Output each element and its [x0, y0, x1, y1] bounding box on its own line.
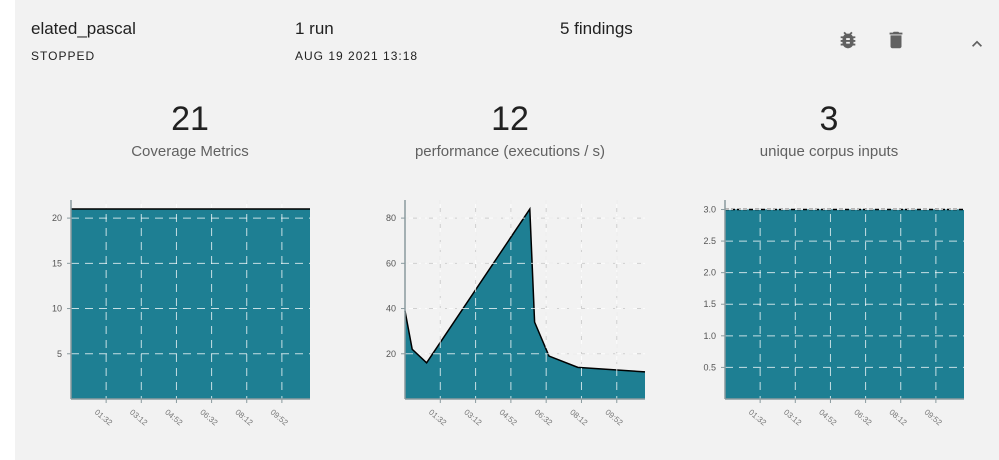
chevron-up-icon[interactable]: [967, 34, 987, 59]
y-tick-label: 20: [52, 213, 62, 223]
x-tick-label: 01:32: [93, 408, 115, 428]
x-tick-label: 08:12: [568, 408, 590, 428]
y-tick-label: 10: [52, 304, 62, 314]
x-tick-label: 09:52: [923, 408, 945, 428]
series-line: [404, 206, 646, 373]
x-tick-label: 01:32: [427, 408, 449, 428]
x-tick-label: 06:32: [533, 408, 555, 428]
corpus-label: unique corpus inputs: [759, 143, 899, 160]
series-area: [405, 209, 645, 399]
x-tick-label: 09:52: [269, 408, 291, 428]
y-tick-label: 60: [386, 258, 396, 268]
performance-label: performance (executions / s): [414, 143, 606, 160]
x-tick-label: 03:12: [128, 408, 150, 428]
performance-value: 12: [491, 100, 529, 138]
y-tick-label: 2.0: [703, 268, 716, 278]
x-tick-label: 06:32: [198, 408, 220, 428]
job-name: elated_pascal: [31, 19, 136, 38]
x-tick-label: 03:12: [782, 408, 804, 428]
findings-count[interactable]: 5 findings: [560, 19, 633, 38]
series-area: [71, 209, 310, 399]
y-tick-label: 20: [386, 349, 396, 359]
x-tick-label: 04:52: [817, 408, 839, 428]
x-tick-label: 08:12: [233, 408, 255, 428]
coverage-label: Coverage Metrics: [131, 143, 249, 160]
y-tick-label: 40: [386, 304, 396, 314]
corpus-value: 3: [819, 100, 839, 138]
coverage-value: 21: [171, 100, 209, 138]
x-tick-label: 08:12: [887, 408, 909, 428]
y-tick-label: 2.5: [703, 236, 716, 246]
performance-chart: 20 40 60 80 01:32 03:12 04:52 06:32 08:12 09:52: [386, 200, 646, 428]
y-tick-label: 80: [386, 213, 396, 223]
corpus-chart: 0.5 1.0 1.5 2.0 2.5 3.0 01:32 03:12 04:52 06:32 08…: [703, 200, 964, 428]
y-tick-label: 0.5: [703, 362, 716, 372]
bug-icon[interactable]: [837, 29, 859, 56]
y-tick-label: 15: [52, 258, 62, 268]
y-tick-label: 1.0: [703, 331, 716, 341]
job-status: STOPPED: [31, 49, 96, 63]
job-date: AUG 19 2021 13:18: [295, 49, 419, 63]
run-count: 1 run: [295, 19, 334, 38]
y-tick-label: 3.0: [703, 204, 716, 214]
x-tick-label: 06:32: [852, 408, 874, 428]
trash-icon[interactable]: [885, 29, 907, 56]
x-tick-label: 04:52: [498, 408, 520, 428]
x-tick-label: 03:12: [462, 408, 484, 428]
x-tick-label: 04:52: [163, 408, 185, 428]
x-tick-label: 01:32: [747, 408, 769, 428]
fuzz-job-card: elated_pascal STOPPED 1 run AUG 19 2021 …: [15, 0, 999, 460]
coverage-chart: 5 10 15 20 01:32 03:12 04:52 06:32 08:12 09:52: [52, 200, 310, 428]
y-tick-label: 5: [57, 349, 62, 359]
x-tick-label: 09:52: [603, 408, 625, 428]
y-tick-label: 1.5: [703, 299, 716, 309]
